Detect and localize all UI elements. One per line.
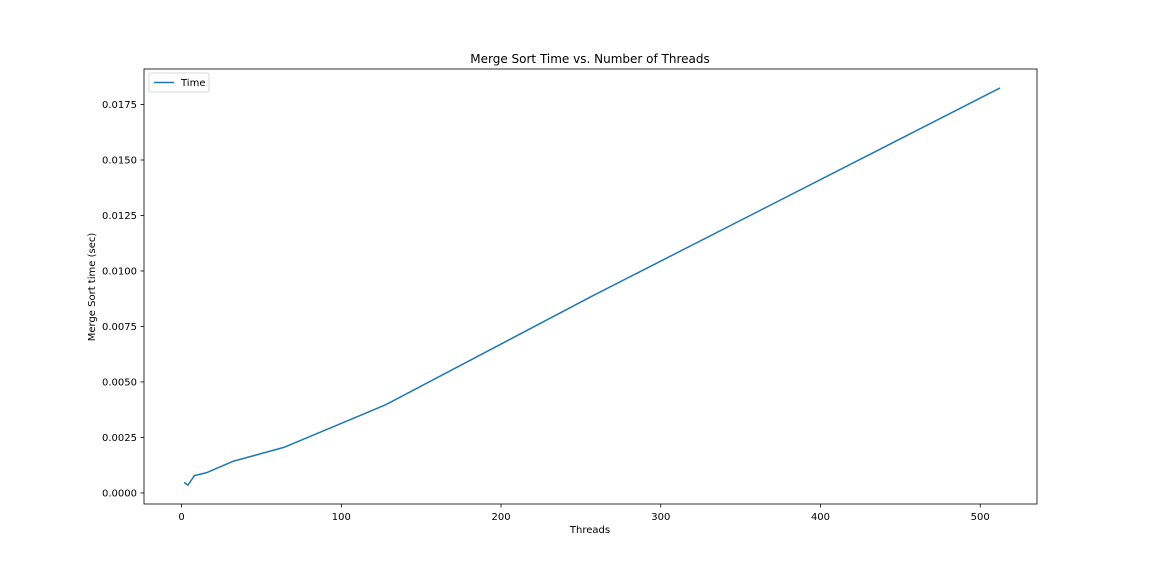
y-tick-label: 0.0025 — [102, 433, 137, 444]
legend-frame — [148, 72, 210, 93]
x-axis-ticks: 0 100 200 300 400 500 — [178, 504, 990, 523]
y-tick-label: 0.0100 — [102, 266, 137, 277]
x-tick-label: 500 — [971, 512, 990, 523]
x-tick-label: 0 — [178, 512, 184, 523]
y-tick-label: 0.0075 — [102, 322, 137, 333]
x-tick-label: 400 — [811, 512, 830, 523]
x-tick-label: 200 — [492, 512, 511, 523]
y-tick-label: 0.0050 — [102, 377, 137, 388]
legend-label-time: Time — [180, 78, 205, 89]
chart-title: Merge Sort Time vs. Number of Threads — [470, 52, 709, 66]
plot-area — [144, 69, 1037, 504]
y-axis-label: Merge Sort time (sec) — [87, 233, 98, 342]
x-tick-label: 100 — [332, 512, 351, 523]
legend: Time — [148, 72, 210, 93]
series-line-time — [183, 87, 1001, 486]
y-tick-label: 0.0125 — [102, 211, 137, 222]
plot-frame — [143, 68, 1038, 505]
x-tick-label: 300 — [651, 512, 670, 523]
x-axis-label: Threads — [569, 525, 610, 536]
y-axis-ticks: 0.0000 0.0025 0.0050 0.0075 0.0100 0.0125 0.01… — [102, 100, 144, 499]
y-tick-label: 0.0150 — [102, 155, 137, 166]
y-tick-label: 0.0175 — [102, 100, 137, 111]
y-tick-label: 0.0000 — [102, 488, 137, 499]
